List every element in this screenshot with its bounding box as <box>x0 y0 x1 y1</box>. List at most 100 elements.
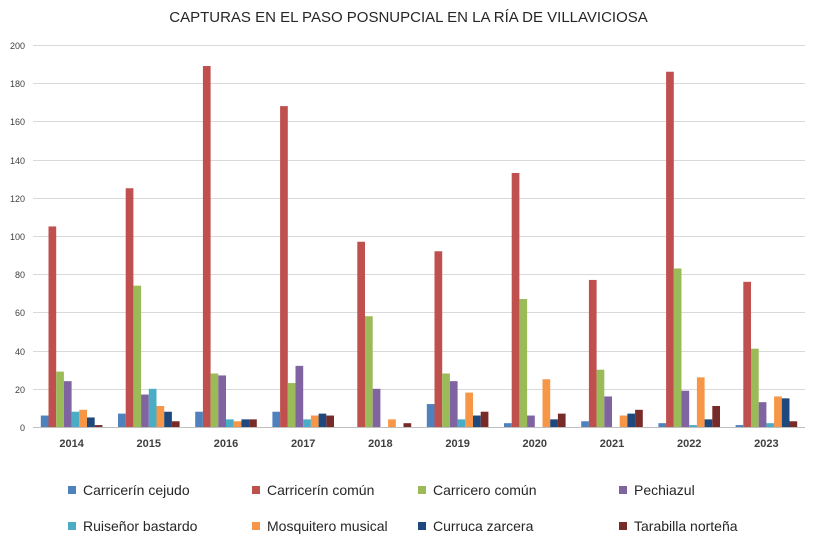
legend-swatch <box>68 486 76 494</box>
bar <box>635 409 643 427</box>
bar <box>171 421 180 427</box>
bar <box>195 411 203 427</box>
legend-item: Ruiseñor bastardo <box>68 517 197 535</box>
bar <box>473 415 481 427</box>
bar <box>581 421 589 427</box>
bar <box>743 281 751 427</box>
bar <box>774 396 782 427</box>
legend-swatch <box>252 522 260 530</box>
legend-swatch <box>252 486 260 494</box>
legend-item: Carricerín cejudo <box>68 481 190 499</box>
bar <box>118 413 126 427</box>
bar <box>287 383 296 427</box>
bar <box>295 365 304 427</box>
legend-swatch <box>619 522 627 530</box>
bar <box>596 369 605 427</box>
bar <box>125 188 134 427</box>
y-tick-label: 20 <box>15 385 25 395</box>
legend-label: Pechiazul <box>634 482 695 498</box>
y-tick-label: 160 <box>10 117 25 127</box>
bar <box>666 71 674 428</box>
y-tick-label: 80 <box>15 270 25 280</box>
bar <box>527 415 535 427</box>
bar <box>280 106 288 428</box>
x-tick-label: 2017 <box>291 438 315 450</box>
legend-item: Mosquitero musical <box>252 517 388 535</box>
bar <box>465 392 473 427</box>
bar <box>766 423 775 427</box>
bar <box>272 411 281 427</box>
x-tick-label: 2015 <box>137 438 161 450</box>
x-tick-label: 2021 <box>600 438 624 450</box>
bar <box>318 413 327 427</box>
y-tick-label: 40 <box>15 347 25 357</box>
bar <box>210 373 219 427</box>
bar <box>673 268 682 427</box>
legend-label: Mosquitero musical <box>267 518 388 534</box>
bar <box>63 381 72 427</box>
bar <box>689 425 697 427</box>
y-tick-label: 120 <box>10 194 25 204</box>
bar <box>372 388 381 427</box>
bar <box>226 419 234 427</box>
bar <box>56 371 64 427</box>
bar <box>704 419 713 427</box>
legend-item: Curruca zarcera <box>418 517 533 535</box>
y-tick-label: 100 <box>10 232 25 242</box>
bar <box>480 411 489 427</box>
y-tick-label: 140 <box>10 156 25 166</box>
bar <box>619 415 628 427</box>
x-tick-label: 2016 <box>214 438 238 450</box>
x-tick-label: 2022 <box>677 438 701 450</box>
bar <box>403 423 412 427</box>
bar <box>156 405 165 427</box>
y-tick-label: 60 <box>15 308 25 318</box>
y-tick-label: 180 <box>10 79 25 89</box>
bar <box>604 396 612 427</box>
bar <box>87 417 95 427</box>
bar <box>241 419 250 427</box>
bar <box>310 415 319 427</box>
bar <box>357 241 365 427</box>
legend-label: Ruiseñor bastardo <box>83 518 198 534</box>
legend-item: Tarabilla norteña <box>619 517 738 535</box>
bar <box>426 404 435 427</box>
bar <box>627 413 636 427</box>
legend-swatch <box>619 486 627 494</box>
legend-label: Carricero común <box>433 482 537 498</box>
bar <box>781 398 790 427</box>
bar <box>550 419 558 427</box>
bar <box>326 415 334 427</box>
bar <box>442 373 450 427</box>
bar <box>218 375 226 427</box>
x-tick-label: 2023 <box>754 438 778 450</box>
legend-label: Tarabilla norteña <box>634 518 738 534</box>
bar <box>789 421 798 427</box>
bar <box>457 419 466 427</box>
bar <box>40 415 49 427</box>
bar <box>133 285 142 427</box>
bar <box>658 423 667 427</box>
bar <box>557 413 566 427</box>
bar <box>79 409 87 427</box>
legend-label: Curruca zarcera <box>433 518 534 534</box>
bar <box>388 419 396 427</box>
x-tick-label: 2018 <box>368 438 392 450</box>
x-tick-label: 2019 <box>445 438 469 450</box>
bar <box>681 390 690 427</box>
legend-swatch <box>418 522 426 530</box>
bar <box>696 377 705 427</box>
bar <box>449 381 458 427</box>
x-tick-label: 2020 <box>523 438 547 450</box>
bar <box>434 251 443 427</box>
legend-label: Carricerín cejudo <box>83 482 190 498</box>
legend-item: Pechiazul <box>619 481 695 499</box>
bar <box>94 425 103 427</box>
bar <box>751 348 759 427</box>
bar <box>233 421 242 427</box>
bar <box>303 419 311 427</box>
chart-title: CAPTURAS EN EL PASO POSNUPCIAL EN LA RÍA… <box>169 9 648 26</box>
bar <box>519 299 528 427</box>
